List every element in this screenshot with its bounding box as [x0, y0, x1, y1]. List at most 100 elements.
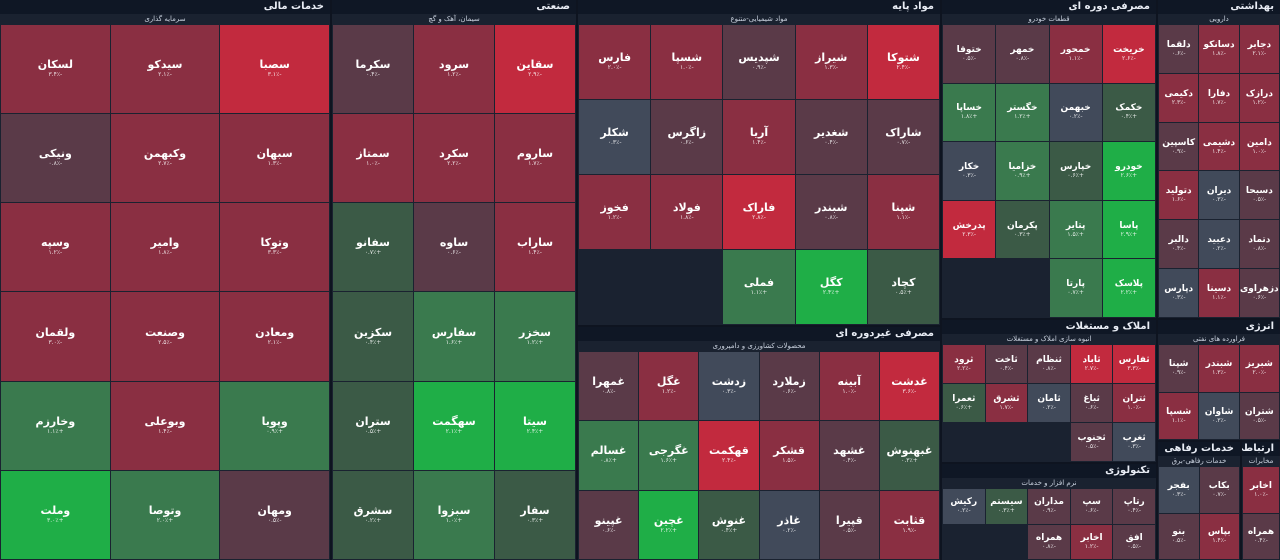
stock-tile[interactable]: دزهراوی -۰.۶٪	[1239, 269, 1279, 317]
stock-tile[interactable]: بپاس -۱.۴٪	[1199, 513, 1239, 559]
stock-tile[interactable]: دعبید -۰.۲٪	[1199, 220, 1239, 269]
stock-tile[interactable]: شپدیس -۰.۹٪	[723, 25, 795, 99]
stock-tile[interactable]: سقاین -۲.۹٪	[495, 25, 575, 114]
stock-tile[interactable]: همراه -۰.۴٪	[1243, 513, 1279, 559]
stock-tile[interactable]: شتران -۰.۵٪	[1239, 392, 1279, 439]
stock-tile[interactable]: شپنا -۰.۹٪	[1159, 345, 1199, 392]
stock-tile[interactable]: خکار -۰.۳٪	[943, 142, 996, 200]
stock-tile[interactable]: خریخت -۲.۶٪	[1102, 25, 1155, 83]
stock-tile[interactable]: ثفارس -۳.۳٪	[1113, 345, 1155, 383]
stock-tile[interactable]: وتوصا +۲.۰٪	[110, 470, 220, 559]
stock-tile[interactable]: اخابر -۱.۰٪	[1243, 467, 1279, 513]
stock-tile[interactable]: ثنظام -۰.۸٪	[1028, 345, 1070, 383]
sector-title[interactable]: صنعتی	[332, 0, 576, 14]
stock-tile[interactable]: غدشت -۳.۶٪	[879, 352, 939, 421]
sector-title[interactable]: املاک و مستغلات	[942, 320, 1156, 334]
stock-tile[interactable]: افق -۰.۵٪	[1113, 524, 1155, 559]
stock-tile[interactable]: دتماد -۰.۸٪	[1239, 220, 1279, 269]
stock-tile[interactable]: خمحور -۱.۱٪	[1049, 25, 1102, 83]
stock-tile[interactable]: سمتاز -۱.۰٪	[333, 114, 413, 203]
stock-tile[interactable]: ساروم -۱.۷٪	[495, 114, 575, 203]
sector-title[interactable]: مواد پایه	[578, 0, 940, 14]
stock-tile[interactable]: پتایر +۱.۵٪	[1049, 200, 1102, 259]
stock-tile[interactable]: دسبحا -۰.۵٪	[1239, 171, 1279, 220]
stock-tile[interactable]: پکرمان +۰.۳٪	[996, 200, 1049, 259]
stock-tile[interactable]: قپیرا -۰.۵٪	[819, 490, 879, 559]
stock-tile[interactable]: سکرما -۰.۴٪	[333, 25, 413, 114]
stock-tile[interactable]: ثباغ -۰.۶٪	[1070, 384, 1113, 422]
stock-tile[interactable]: وبوعلی -۱.۴٪	[110, 381, 220, 470]
sector-title[interactable]: ارتباطی	[1242, 442, 1280, 456]
stock-tile[interactable]: دجابر -۲.۱٪	[1239, 25, 1279, 73]
sector-title[interactable]: مصرفی دوره ای	[942, 0, 1156, 14]
stock-tile[interactable]: ولقمان -۳.۰٪	[1, 292, 110, 381]
stock-tile[interactable]: دامین -۱.۰٪	[1239, 122, 1279, 171]
stock-tile[interactable]: سیستم +۰.۳٪	[985, 489, 1028, 524]
stock-tile[interactable]: دیران -۰.۳٪	[1199, 171, 1239, 220]
sector-title[interactable]: بهداشتی	[1158, 0, 1280, 14]
stock-tile[interactable]: قشکر -۱.۵٪	[759, 421, 819, 490]
stock-tile[interactable]: خمهر -۰.۸٪	[996, 25, 1049, 83]
stock-tile[interactable]: شسپا -۱.۰٪	[651, 25, 723, 99]
stock-tile[interactable]: دپارس -۰.۳٪	[1159, 269, 1199, 317]
stock-tile[interactable]: غمهرا -۰.۸٪	[579, 352, 639, 421]
stock-tile[interactable]: سبزوا +۱.۰٪	[414, 470, 494, 559]
stock-tile[interactable]: خگستر +۱.۲٪	[996, 83, 1049, 142]
stock-tile[interactable]: ستران +۰.۵٪	[333, 381, 413, 470]
stock-tile[interactable]: ثشرق -۱.۷٪	[985, 384, 1028, 422]
stock-tile[interactable]: سکرد -۲.۲٪	[414, 114, 494, 203]
stock-tile[interactable]: ثاباد -۲.۷٪	[1070, 345, 1113, 383]
stock-tile[interactable]: ثتران -۱.۰٪	[1113, 384, 1155, 422]
stock-tile[interactable]: رکیش -۰.۲٪	[943, 489, 985, 524]
stock-tile[interactable]: وملت +۳.۰٪	[1, 470, 110, 559]
stock-tile[interactable]: کچاد +۰.۵٪	[867, 250, 939, 324]
stock-tile[interactable]: ثامان -۰.۲٪	[1028, 384, 1070, 422]
stock-tile[interactable]: وامیر -۱.۸٪	[110, 203, 220, 292]
stock-tile[interactable]: کگل +۲.۴٪	[795, 250, 867, 324]
stock-tile[interactable]: ساوه -۰.۶٪	[414, 203, 494, 292]
stock-tile[interactable]: خساپا +۱.۸٪	[943, 83, 996, 142]
stock-tile[interactable]: اخابر -۱.۲٪	[1070, 524, 1113, 559]
stock-tile[interactable]: فخوز -۱.۲٪	[579, 175, 651, 249]
stock-tile[interactable]: غبهنوش +۰.۳٪	[879, 421, 939, 490]
sector-title[interactable]: تکنولوژی	[942, 464, 1156, 478]
stock-tile[interactable]: همراه -۰.۸٪	[1028, 524, 1070, 559]
stock-tile[interactable]: ساراب -۱.۴٪	[495, 203, 575, 292]
stock-tile[interactable]: دالبر -۰.۴٪	[1159, 220, 1199, 269]
stock-tile[interactable]: ثجنوب -۰.۵٪	[1070, 423, 1113, 461]
stock-tile[interactable]: شغدیر -۰.۴٪	[795, 100, 867, 174]
stock-tile[interactable]: وکبهمن -۲.۷٪	[110, 114, 220, 203]
sector-title[interactable]: خدمات مالی	[0, 0, 330, 14]
stock-tile[interactable]: غاذر -۰.۲٪	[759, 490, 819, 559]
stock-tile[interactable]: سفارس +۱.۶٪	[414, 292, 494, 381]
stock-tile[interactable]: سیدکو -۲.۱٪	[110, 25, 220, 114]
stock-tile[interactable]: آریا -۱.۴٪	[723, 100, 795, 174]
stock-tile[interactable]: سیتا +۲.۴٪	[495, 381, 575, 470]
stock-tile[interactable]: شکلر -۰.۳٪	[579, 100, 651, 174]
stock-tile[interactable]: مداران -۰.۹٪	[1028, 489, 1070, 524]
stock-tile[interactable]: فاراک -۲.۸٪	[723, 175, 795, 249]
stock-tile[interactable]: پاسا +۲.۹٪	[1102, 200, 1155, 259]
stock-tile[interactable]: زدشت -۰.۳٪	[699, 352, 759, 421]
stock-tile[interactable]: ثاخت -۰.۴٪	[985, 345, 1028, 383]
stock-tile[interactable]: خودرو +۲.۶٪	[1102, 142, 1155, 200]
stock-tile[interactable]: پلاسک +۲.۲٪	[1102, 259, 1155, 317]
stock-tile[interactable]: زملارد -۰.۶٪	[759, 352, 819, 421]
stock-tile[interactable]: بفجر -۰.۳٪	[1159, 467, 1199, 513]
stock-tile[interactable]: شبندر -۰.۸٪	[795, 175, 867, 249]
stock-tile[interactable]: غگل -۱.۲٪	[639, 352, 699, 421]
stock-tile[interactable]: ثرود -۲.۲٪	[943, 345, 985, 383]
stock-tile[interactable]: غگرجی +۱.۶٪	[639, 421, 699, 490]
stock-tile[interactable]: بکاب -۰.۷٪	[1199, 467, 1239, 513]
stock-tile[interactable]: شسپا -۱.۱٪	[1159, 392, 1199, 439]
stock-tile[interactable]: سکزین +۰.۴٪	[333, 292, 413, 381]
stock-tile[interactable]: وپویا +۰.۹٪	[220, 381, 329, 470]
stock-tile[interactable]: سپ -۰.۶٪	[1070, 489, 1113, 524]
stock-tile[interactable]: دتولید -۱.۶٪	[1159, 171, 1199, 220]
sector-title[interactable]: خدمات رفاهی	[1158, 442, 1240, 456]
stock-tile[interactable]: شیراز -۱.۳٪	[795, 25, 867, 99]
stock-tile[interactable]: دسانکو -۱.۸٪	[1199, 25, 1239, 73]
stock-tile[interactable]: خبهمن -۰.۲٪	[1049, 83, 1102, 142]
stock-tile[interactable]: زاگرس -۰.۶٪	[651, 100, 723, 174]
stock-tile[interactable]: غپینو -۰.۶٪	[579, 490, 639, 559]
